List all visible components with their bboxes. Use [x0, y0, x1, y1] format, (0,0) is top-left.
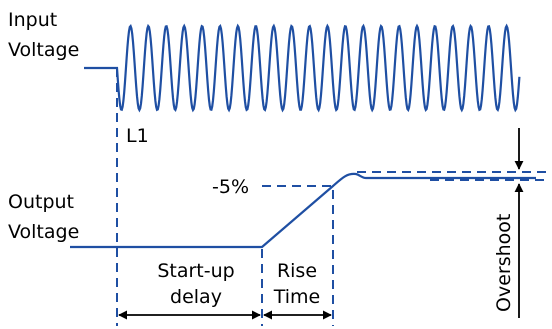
output-voltage-label-line1: Output	[8, 191, 74, 213]
input-voltage-label-line2: Voltage	[8, 39, 79, 61]
overshoot-label: Overshoot	[493, 214, 515, 312]
input-voltage-waveform	[84, 23, 521, 113]
rise-time-label-line1: Rise	[277, 260, 317, 282]
output-voltage-trace	[70, 172, 536, 249]
threshold-label: -5%	[212, 176, 249, 198]
input-voltage-label-line1: Input	[8, 9, 57, 31]
startup-delay-label-line2: delay	[170, 286, 222, 308]
l1-label: L1	[126, 125, 149, 147]
output-voltage-label-line2: Voltage	[8, 221, 79, 243]
startup-delay-label-line1: Start-up	[157, 260, 234, 282]
rise-time-label-line2: Time	[273, 286, 321, 308]
